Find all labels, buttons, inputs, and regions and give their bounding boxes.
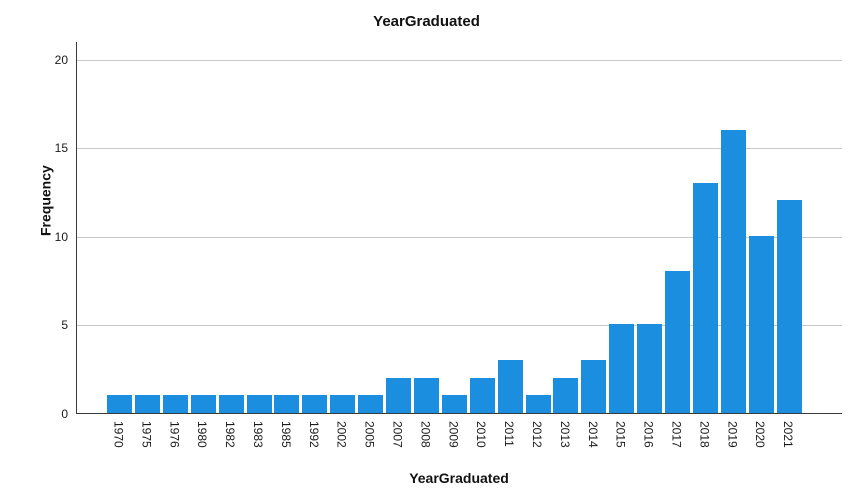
x-tick-1985: 1985 bbox=[278, 421, 293, 448]
x-tick-2002: 2002 bbox=[334, 421, 349, 448]
bar-2009 bbox=[441, 395, 467, 413]
bar-2007 bbox=[386, 377, 411, 413]
x-tick-2010: 2010 bbox=[474, 421, 489, 448]
bar-2020 bbox=[748, 235, 774, 413]
y-tick-0: 0 bbox=[61, 407, 68, 421]
x-tick-1970: 1970 bbox=[111, 421, 126, 448]
x-tick-1982: 1982 bbox=[223, 421, 238, 448]
y-tick-10: 10 bbox=[54, 229, 68, 244]
plot-area bbox=[76, 42, 842, 414]
bar-2017 bbox=[665, 271, 690, 413]
bar-1983 bbox=[246, 395, 272, 413]
x-tick-2020: 2020 bbox=[753, 421, 768, 448]
bar-1980 bbox=[190, 395, 216, 413]
bar-2014 bbox=[581, 359, 607, 413]
bar-2015 bbox=[609, 324, 635, 413]
y-tick-20: 20 bbox=[54, 52, 68, 67]
x-tick-2018: 2018 bbox=[697, 421, 712, 448]
bar-1982 bbox=[218, 395, 244, 413]
x-tick-1992: 1992 bbox=[306, 421, 321, 448]
x-tick-2016: 2016 bbox=[641, 421, 656, 448]
x-tick-2013: 2013 bbox=[557, 421, 572, 448]
bar-2012 bbox=[525, 395, 551, 413]
bar-2008 bbox=[413, 377, 439, 413]
y-tick-15: 15 bbox=[54, 141, 68, 156]
bar-1970 bbox=[107, 395, 132, 413]
gridline-15 bbox=[77, 148, 842, 150]
gridline-20 bbox=[77, 59, 842, 61]
chart-title: YearGraduated bbox=[373, 13, 480, 30]
x-tick-2014: 2014 bbox=[585, 421, 600, 448]
x-tick-2019: 2019 bbox=[725, 421, 740, 448]
gridline-10 bbox=[77, 236, 842, 238]
bar-2021 bbox=[776, 200, 802, 413]
y-axis-title: Frequency bbox=[37, 165, 54, 236]
bar-2011 bbox=[497, 359, 523, 413]
x-tick-2012: 2012 bbox=[530, 421, 544, 448]
bar-2019 bbox=[720, 129, 746, 413]
x-tick-1975: 1975 bbox=[139, 421, 154, 448]
x-tick-1983: 1983 bbox=[251, 421, 265, 448]
bar-1975 bbox=[134, 395, 160, 413]
bar-2002 bbox=[330, 395, 356, 413]
bar-2005 bbox=[358, 395, 384, 413]
y-tick-5: 5 bbox=[61, 318, 68, 333]
x-axis-title: YearGraduated bbox=[409, 470, 509, 486]
x-tick-2015: 2015 bbox=[613, 421, 628, 448]
x-tick-1976: 1976 bbox=[167, 421, 182, 448]
bar-2018 bbox=[692, 182, 718, 413]
x-tick-2009: 2009 bbox=[446, 421, 461, 448]
x-tick-2021: 2021 bbox=[781, 421, 796, 448]
bar-1985 bbox=[274, 395, 300, 413]
x-tick-2017: 2017 bbox=[669, 421, 684, 448]
bar-2016 bbox=[637, 324, 663, 413]
bar-1992 bbox=[302, 395, 328, 413]
x-tick-2008: 2008 bbox=[418, 421, 433, 448]
bar-1976 bbox=[162, 395, 188, 413]
bar-2013 bbox=[553, 377, 579, 413]
gridline-5 bbox=[77, 325, 842, 327]
x-tick-2005: 2005 bbox=[362, 421, 377, 448]
x-tick-1980: 1980 bbox=[195, 421, 210, 448]
bar-2010 bbox=[469, 377, 495, 413]
x-tick-2007: 2007 bbox=[390, 421, 405, 448]
x-tick-2011: 2011 bbox=[502, 421, 517, 447]
